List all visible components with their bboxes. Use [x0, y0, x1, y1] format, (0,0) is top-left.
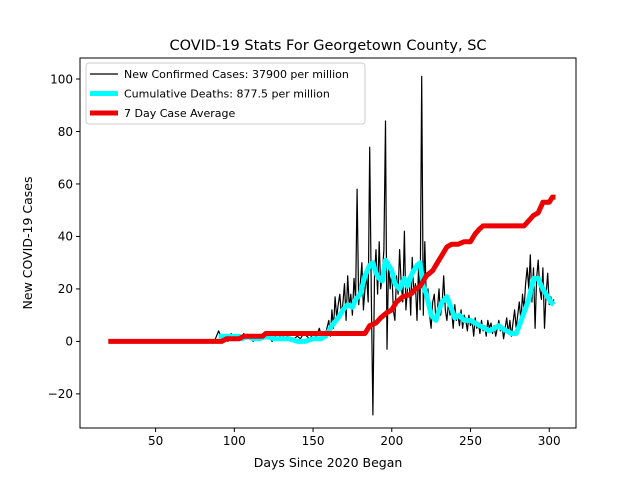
y-tick-label: 60	[58, 177, 73, 191]
x-tick-label: 300	[538, 434, 561, 448]
x-tick-label: 250	[459, 434, 482, 448]
series-line-3	[108, 194, 556, 344]
y-tick-label: −20	[48, 387, 73, 401]
x-axis: 50 100 150 200 250 300	[148, 428, 561, 448]
legend-label-1: New Confirmed Cases: 37900 per million	[124, 68, 349, 81]
series-layer	[108, 75, 556, 416]
x-axis-label: Days Since 2020 Began	[254, 455, 403, 470]
y-tick-label: 100	[50, 72, 73, 86]
x-tick-label: 50	[148, 434, 163, 448]
x-tick-label: 150	[302, 434, 325, 448]
legend-label-2: Cumulative Deaths: 877.5 per million	[124, 88, 330, 101]
y-tick-label: 80	[58, 125, 73, 139]
y-axis: −20 0 20 40 60 80 100	[48, 72, 80, 401]
x-tick-label: 100	[223, 434, 246, 448]
y-tick-label: 20	[58, 282, 73, 296]
series-line-1	[211, 75, 555, 416]
legend: New Confirmed Cases: 37900 per million Cu…	[85, 62, 366, 125]
y-tick-label: 40	[58, 230, 73, 244]
legend-box	[85, 62, 366, 125]
x-tick-label: 200	[380, 434, 403, 448]
legend-label-3: 7 Day Case Average	[124, 107, 236, 120]
series-line-2	[218, 257, 556, 344]
plot-frame	[79, 57, 577, 429]
y-axis-label: New COVID-19 Cases	[20, 177, 35, 310]
y-tick-label: 0	[65, 335, 73, 349]
chart-title: COVID-19 Stats For Georgetown County, SC	[169, 38, 486, 54]
